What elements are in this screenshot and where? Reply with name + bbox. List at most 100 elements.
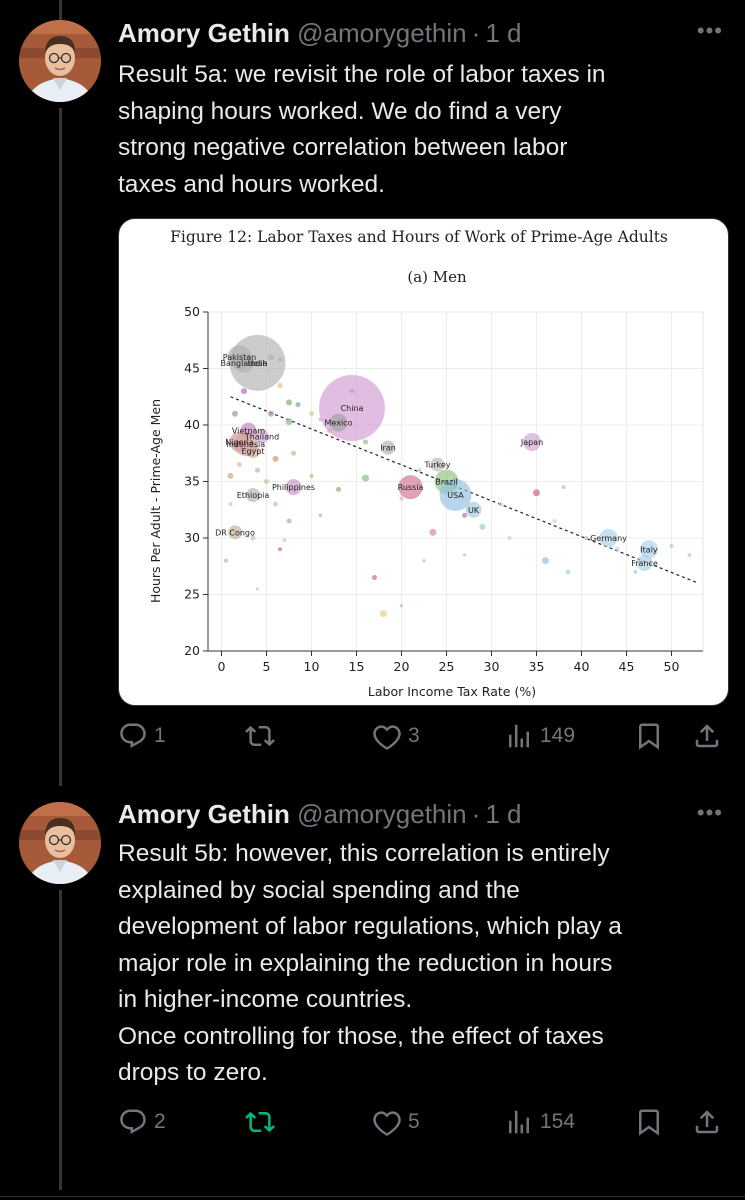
- data-point: [272, 455, 279, 462]
- views-button[interactable]: 149: [504, 716, 575, 756]
- point-label: France: [631, 559, 658, 568]
- more-options-icon[interactable]: •••: [696, 18, 723, 43]
- data-point: [422, 559, 426, 563]
- point-label: Egypt: [241, 447, 264, 456]
- tweet-header: Amory Gethin @amorygethin · 1 d: [118, 18, 521, 49]
- retweet-button[interactable]: [245, 716, 275, 756]
- data-point: [277, 382, 283, 388]
- data-point: [362, 474, 369, 482]
- data-point: [246, 443, 260, 458]
- data-point: [463, 553, 466, 557]
- data-point: [429, 528, 437, 536]
- point-label: UK: [468, 506, 480, 515]
- thread-line-top: [59, 0, 62, 20]
- data-point: [264, 479, 269, 484]
- point-label: China: [341, 404, 364, 413]
- y-tick-label: 25: [184, 587, 200, 602]
- analytics-icon: [509, 1110, 529, 1134]
- author-name[interactable]: Amory Gethin: [118, 799, 290, 829]
- bookmark-button[interactable]: [634, 1102, 664, 1142]
- like-button[interactable]: 3: [372, 716, 420, 756]
- x-tick-label: 10: [304, 659, 320, 674]
- tweet-actions: 1 3 149: [118, 716, 730, 756]
- scatter-chart: Figure 12: Labor Taxes and Hours of Work…: [148, 228, 704, 699]
- y-tick-label: 35: [184, 474, 200, 489]
- data-point: [636, 554, 653, 571]
- data-point: [584, 536, 588, 540]
- data-point: [224, 558, 228, 563]
- data-point: [291, 450, 296, 456]
- data-point: [633, 569, 638, 574]
- bookmark-button[interactable]: [634, 716, 664, 756]
- data-point: [241, 388, 247, 395]
- y-axis-label: Hours Per Adult - Prime-Age Men: [148, 399, 163, 603]
- more-options-icon[interactable]: •••: [696, 800, 723, 825]
- y-tick-label: 50: [184, 304, 200, 319]
- avatar[interactable]: [19, 802, 101, 884]
- chart-subtitle: (a) Men: [407, 268, 467, 286]
- author-handle[interactable]: @amorygethin: [297, 799, 467, 829]
- avatar[interactable]: [19, 20, 101, 102]
- data-point: [561, 485, 566, 490]
- reply-button[interactable]: 1: [118, 716, 166, 756]
- data-point: [246, 488, 260, 503]
- y-tick-label: 40: [184, 417, 200, 432]
- share-icon: [695, 724, 719, 748]
- data-point: [228, 525, 242, 540]
- point-label: Indonesia: [226, 440, 265, 449]
- point-label: Turkey: [423, 461, 450, 470]
- share-button[interactable]: [692, 1102, 722, 1142]
- data-point: [615, 547, 620, 552]
- data-point: [565, 569, 571, 575]
- data-point: [278, 547, 282, 552]
- view-count: 149: [540, 724, 576, 747]
- x-tick-label: 45: [619, 659, 635, 674]
- data-point: [286, 399, 292, 406]
- data-point: [318, 513, 323, 518]
- data-point: [329, 413, 348, 432]
- reply-button[interactable]: 2: [118, 1102, 166, 1142]
- data-point: [285, 479, 302, 496]
- x-tick-label: 35: [529, 659, 545, 674]
- tweet-text: Result 5b: however, this correlation is …: [118, 840, 622, 1086]
- x-tick-label: 30: [484, 659, 500, 674]
- data-point: [462, 512, 467, 518]
- data-point: [295, 402, 301, 408]
- data-point: [282, 538, 287, 543]
- thread-line: [59, 108, 62, 786]
- point-label: Japan: [520, 438, 543, 447]
- like-count: 3: [408, 724, 420, 747]
- point-label: Germany: [590, 534, 627, 543]
- share-button[interactable]: [692, 716, 722, 756]
- data-point: [599, 529, 618, 547]
- chart-image[interactable]: Figure 12: Labor Taxes and Hours of Work…: [118, 218, 729, 706]
- data-point: [398, 475, 423, 500]
- bookmark-icon: [639, 723, 659, 750]
- data-point: [687, 552, 692, 557]
- data-point: [669, 543, 674, 548]
- point-label: DR Congo: [215, 528, 255, 537]
- data-point: [507, 536, 512, 540]
- data-point: [400, 604, 403, 608]
- data-point: [237, 462, 242, 468]
- like-button[interactable]: 5: [372, 1102, 420, 1142]
- author-name[interactable]: Amory Gethin: [118, 18, 290, 48]
- y-tick-label: 20: [184, 643, 200, 658]
- data-point: [268, 410, 274, 417]
- reply-icon: [120, 1109, 146, 1134]
- separator-dot: ·: [471, 799, 481, 829]
- point-label: Nigeria: [225, 438, 254, 447]
- views-button[interactable]: 154: [504, 1102, 575, 1142]
- data-point: [273, 501, 278, 507]
- timestamp[interactable]: 1 d: [485, 18, 522, 48]
- x-tick-label: 0: [218, 659, 226, 674]
- data-point: [523, 432, 541, 451]
- data-point: [542, 557, 549, 565]
- tweet-actions: 2 5 154: [118, 1102, 730, 1142]
- x-tick-label: 15: [349, 659, 365, 674]
- data-point: [309, 473, 314, 478]
- timestamp[interactable]: 1 d: [485, 799, 522, 829]
- retweet-button[interactable]: [245, 1102, 275, 1142]
- author-handle[interactable]: @amorygethin: [297, 18, 467, 48]
- share-icon: [695, 1110, 719, 1134]
